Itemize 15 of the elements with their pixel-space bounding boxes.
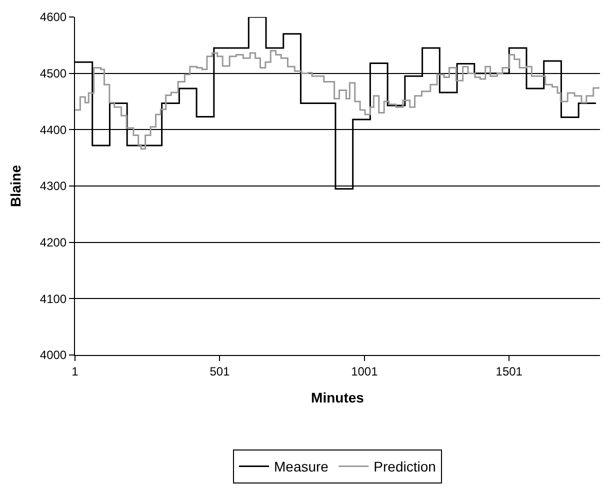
y-tick-label: 4300: [40, 179, 67, 194]
x-tick-label: 1501: [496, 364, 523, 378]
y-tick-label: 4500: [40, 66, 67, 81]
x-tick-label: 1: [72, 364, 79, 378]
y-tick-label: 4000: [40, 348, 67, 362]
y-axis-title: Blaine: [7, 164, 24, 208]
x-tick-label: 1001: [351, 364, 378, 378]
y-tick-label: 4600: [40, 10, 67, 24]
x-axis-title: Minutes: [311, 390, 364, 406]
legend-label: Measure: [274, 458, 329, 475]
legend-label: Prediction: [374, 458, 436, 475]
y-tick-label: 4400: [40, 122, 67, 137]
x-tick-label: 501: [210, 364, 230, 378]
y-tick-label: 4200: [40, 236, 67, 250]
y-tick-label: 4100: [40, 292, 67, 306]
